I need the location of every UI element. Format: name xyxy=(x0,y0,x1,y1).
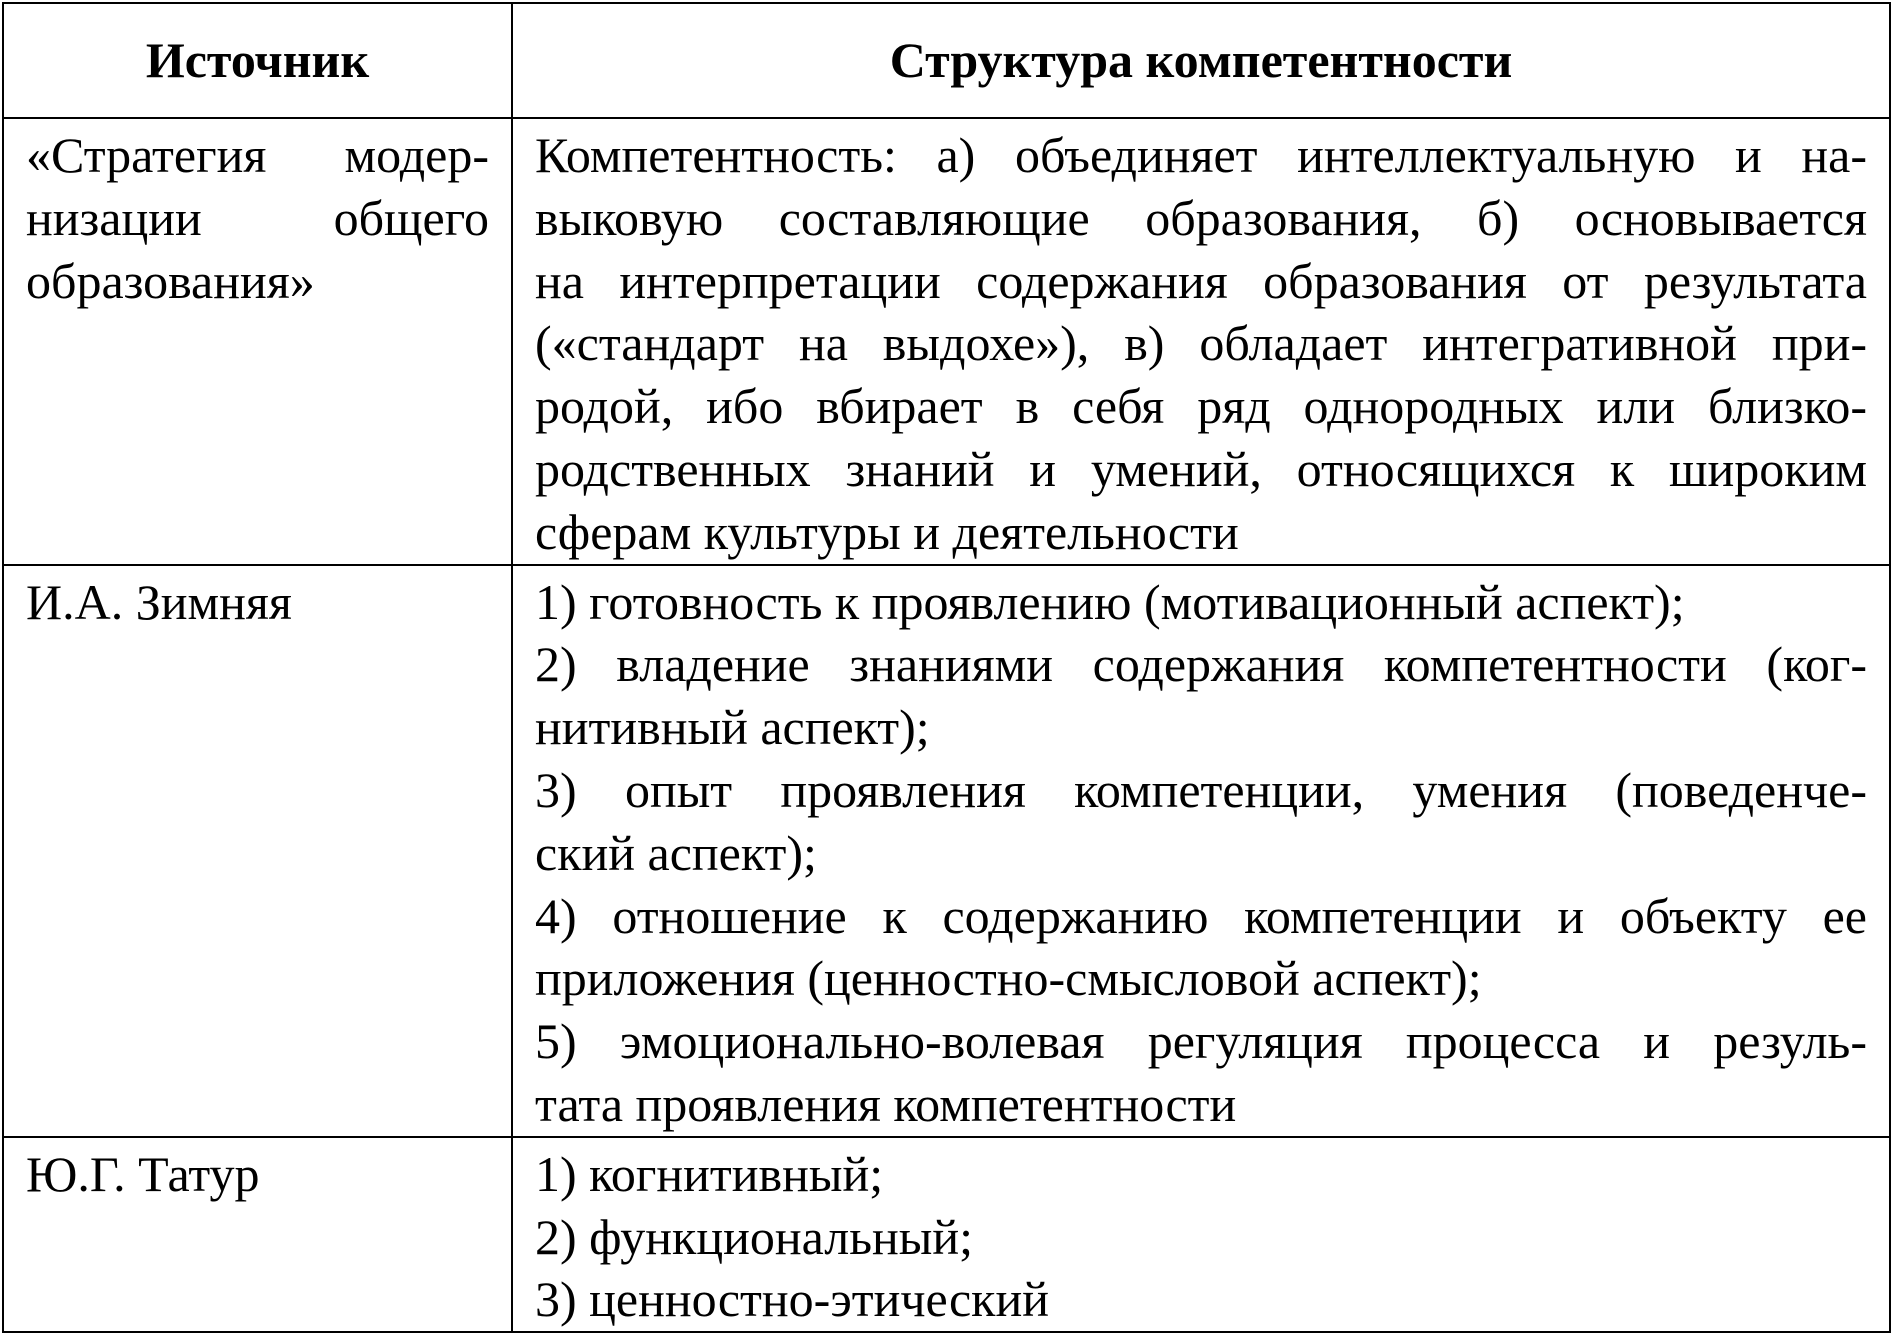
text-line: образования» xyxy=(26,252,315,309)
structure-cell: Компетентность: а) объединяет интеллекту… xyxy=(511,117,1891,566)
text-line: «Стратегия модер- xyxy=(26,127,489,183)
text-line: выковую составляющие образования, б) осн… xyxy=(535,189,1867,246)
text-line: Компетентность: а) объединяет интеллекту… xyxy=(535,127,1867,183)
structure-item: 4) отношение к содержанию компетенции и … xyxy=(535,885,1867,1011)
text-line: 2) функциональный; xyxy=(535,1208,974,1265)
structure-item: 2) функциональный; xyxy=(535,1206,1867,1269)
text-line: 3) ценностно-этический xyxy=(535,1271,1049,1328)
structure-cell: 1) готовность к проявлению (мотивационны… xyxy=(511,563,1891,1138)
text-line: тата проявления компетентности xyxy=(535,1075,1237,1132)
text-line: приложения (ценностно-смысловой аспект); xyxy=(535,950,1482,1007)
text-line: на интерпретации содержания образования … xyxy=(535,252,1867,309)
text-line: И.А. Зимняя xyxy=(26,573,292,630)
structure-item: 5) эмоционально-волевая регуляция процес… xyxy=(535,1010,1867,1136)
text-line: 2) владение знаниями содержания компетен… xyxy=(535,636,1867,693)
header-source: Источник xyxy=(2,2,513,119)
source-cell: И.А. Зимняя xyxy=(2,563,513,1138)
source-cell: «Стратегия модер-низации общего образован… xyxy=(2,117,513,566)
text-line: нитивный аспект); xyxy=(535,699,930,756)
text-line: сферам культуры и деятельности xyxy=(535,503,1239,560)
text-line: родственных знаний и умений, относящихся… xyxy=(535,440,1867,497)
structure-item: 2) владение знаниями содержания компетен… xyxy=(535,633,1867,759)
text-line: Ю.Г. Татур xyxy=(26,1145,260,1202)
text-line: 1) когнитивный; xyxy=(535,1145,884,1202)
text-line: 4) отношение к содержанию компетенции и … xyxy=(535,887,1867,944)
text-line: ский аспект); xyxy=(535,824,817,881)
structure-cell: 1) когнитивный; 2) функциональный; 3) ценн… xyxy=(511,1135,1891,1333)
header-structure: Структура компетентности xyxy=(511,2,1891,119)
text-line: 3) опыт проявления компетенции, умения (… xyxy=(535,761,1867,818)
structure-item: 3) опыт проявления компетенции, умения (… xyxy=(535,759,1867,885)
source-cell: Ю.Г. Татур xyxy=(2,1135,513,1333)
text-line: родой, ибо вбирает в себя ряд однородных… xyxy=(535,378,1867,435)
structure-item: 1) готовность к проявлению (мотивационны… xyxy=(535,571,1867,634)
header-row: Источник Структура компетентности xyxy=(2,2,1891,119)
text-line: 1) готовность к проявлению (мотивационны… xyxy=(535,573,1685,630)
text-line: 5) эмоционально-волевая регуляция процес… xyxy=(535,1013,1867,1070)
table-row: И.А. Зимняя 1) готовность к проявлению (… xyxy=(2,563,1891,1138)
structure-item: Компетентность: а) объединяет интеллекту… xyxy=(535,124,1867,564)
text-line: («стандарт на выдохе»), в) обладает инте… xyxy=(535,315,1867,372)
table-row: Ю.Г. Татур 1) когнитивный; 2) функциональ… xyxy=(2,1135,1891,1333)
text-line: низации общего xyxy=(26,189,489,246)
structure-item: 1) когнитивный; xyxy=(535,1143,1867,1206)
table-row: «Стратегия модер-низации общего образован… xyxy=(2,117,1891,566)
structure-item: 3) ценностно-этический xyxy=(535,1268,1867,1331)
